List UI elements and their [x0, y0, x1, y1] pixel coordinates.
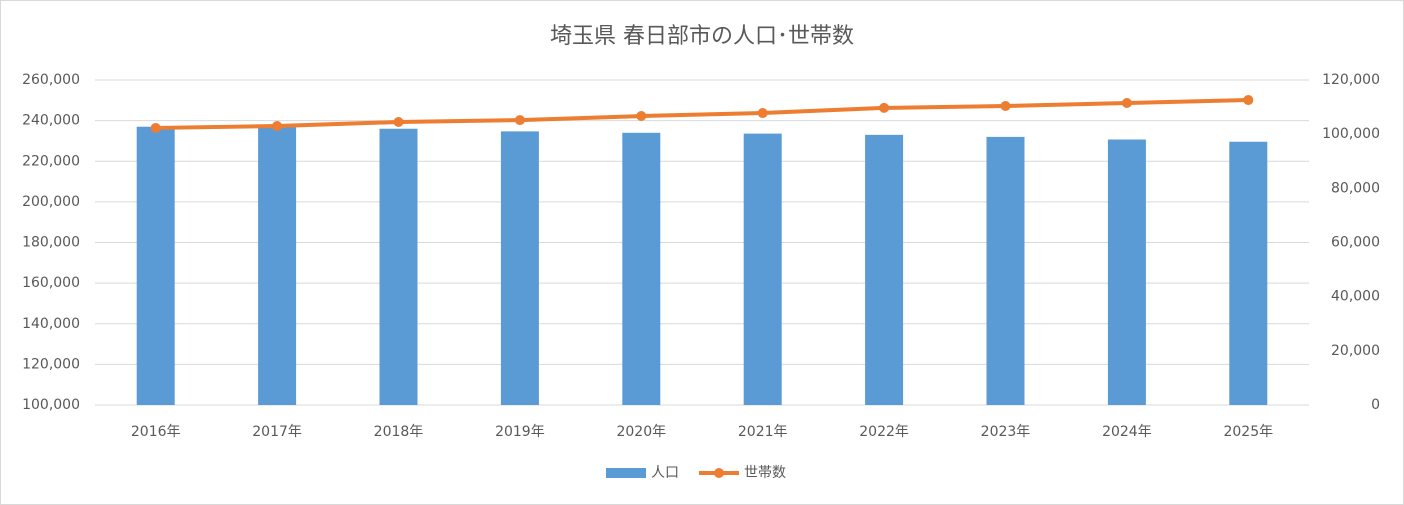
x-tick-label: 2022年 — [859, 424, 909, 440]
y-tick-label: 140,000 — [22, 316, 80, 332]
bar — [136, 126, 175, 405]
y-tick-label: 100,000 — [22, 397, 80, 413]
x-tick-label: 2019年 — [495, 424, 545, 440]
y2-tick-label: 60,000 — [1331, 235, 1380, 251]
bar — [865, 134, 904, 405]
line-marker — [514, 115, 525, 126]
line-marker — [393, 116, 404, 127]
y2-tick-label: 120,000 — [1322, 72, 1380, 88]
line-marker — [1000, 101, 1011, 111]
bar — [258, 127, 297, 405]
y-tick-label: 200,000 — [22, 194, 80, 210]
line-marker — [636, 111, 647, 122]
legend-swatch — [606, 468, 646, 478]
bar — [500, 131, 539, 405]
y-tick-label: 120,000 — [22, 356, 80, 372]
y-tick-label: 160,000 — [22, 275, 80, 291]
x-tick-label: 2017年 — [252, 424, 302, 440]
bar — [743, 133, 782, 405]
bar — [1229, 141, 1268, 405]
y2-tick-label: 20,000 — [1331, 343, 1380, 359]
legend-swatch-marker — [714, 468, 724, 478]
x-tick-label: 2020年 — [616, 424, 666, 440]
legend-label: 人口 — [651, 465, 679, 481]
y2-tick-label: 0 — [1371, 397, 1380, 413]
x-tick-label: 2018年 — [374, 424, 424, 440]
bar — [986, 136, 1025, 405]
y-tick-label: 240,000 — [22, 113, 80, 129]
line-marker — [1121, 98, 1132, 109]
y-tick-label: 180,000 — [22, 235, 80, 251]
y-tick-label: 260,000 — [22, 72, 80, 88]
y2-tick-label: 80,000 — [1331, 180, 1380, 196]
line-marker — [150, 122, 161, 133]
y2-tick-label: 40,000 — [1331, 289, 1380, 305]
bar — [1107, 139, 1146, 405]
x-tick-label: 2021年 — [738, 424, 788, 440]
line-marker — [1243, 95, 1254, 106]
y2-tick-label: 100,000 — [1322, 126, 1380, 142]
x-tick-label: 2024年 — [1102, 424, 1152, 440]
bar — [379, 128, 418, 405]
line-marker — [879, 102, 890, 113]
x-tick-label: 2023年 — [981, 424, 1031, 440]
line-marker — [272, 121, 283, 132]
legend-label: 世帯数 — [744, 465, 786, 481]
line-marker — [757, 108, 768, 119]
bar — [622, 132, 661, 405]
x-tick-label: 2025年 — [1223, 424, 1273, 440]
y-tick-label: 220,000 — [22, 153, 80, 169]
chart-title: 埼玉県 春日部市の人口･世帯数 — [550, 24, 854, 49]
line — [155, 98, 1249, 130]
x-tick-label: 2016年 — [131, 424, 181, 440]
